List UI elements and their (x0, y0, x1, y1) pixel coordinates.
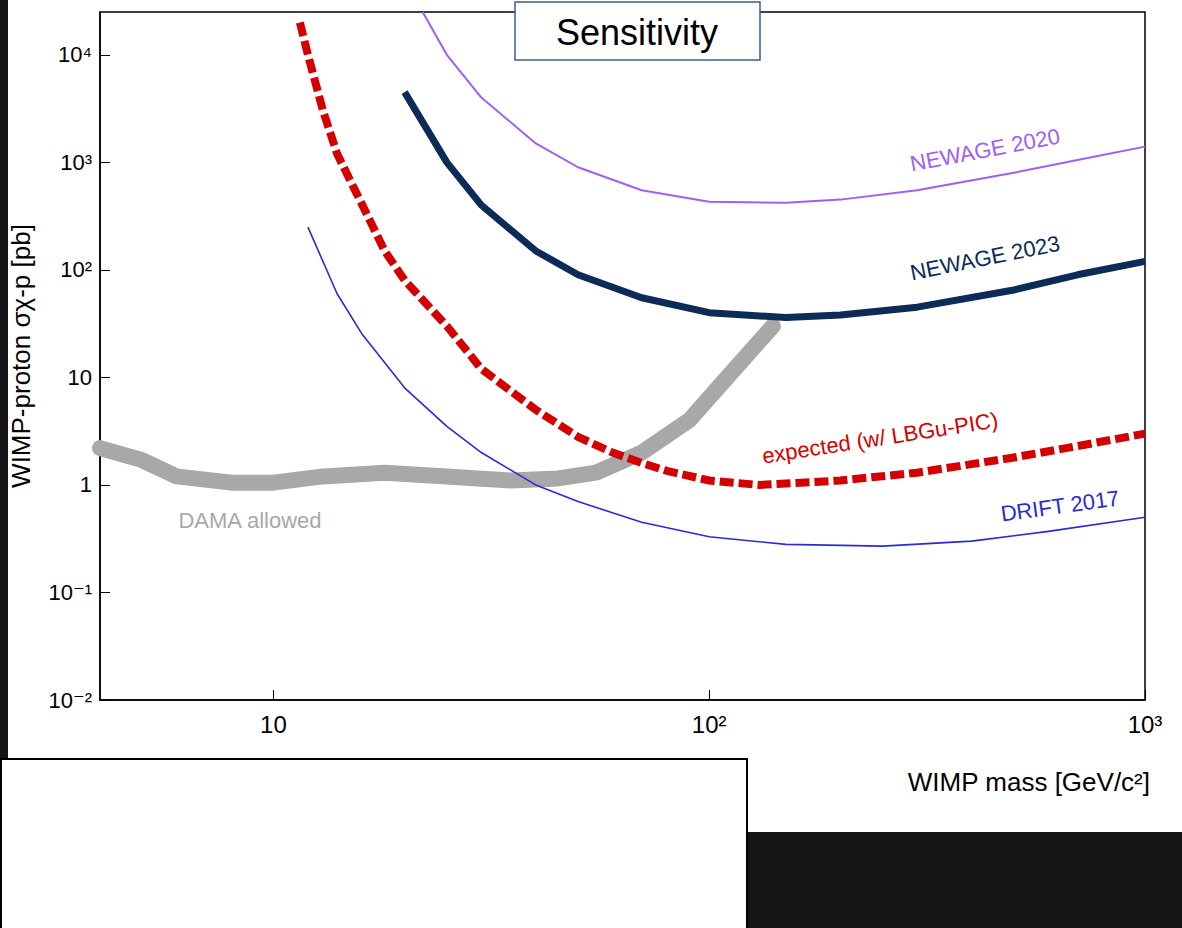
svg-text:expected (w/ LBGu-PIC): expected (w/ LBGu-PIC) (760, 407, 999, 468)
svg-text:WIMP-proton σχ-p [pb]: WIMP-proton σχ-p [pb] (6, 224, 36, 488)
svg-text:10⁻²: 10⁻² (49, 688, 92, 713)
svg-text:10⁻¹: 10⁻¹ (49, 580, 92, 605)
svg-text:10: 10 (68, 365, 92, 390)
svg-text:DRIFT 2017: DRIFT 2017 (999, 485, 1121, 526)
svg-text:1: 1 (80, 472, 92, 497)
svg-text:WIMP mass [GeV/c²]: WIMP mass [GeV/c²] (908, 767, 1150, 797)
svg-text:10⁴: 10⁴ (58, 42, 92, 67)
svg-text:10³: 10³ (60, 150, 92, 175)
svg-text:DAMA allowed: DAMA allowed (178, 508, 321, 533)
svg-text:10²: 10² (60, 257, 92, 282)
svg-text:10²: 10² (692, 711, 727, 738)
svg-text:10³: 10³ (1128, 711, 1163, 738)
svg-text:NEWAGE 2023: NEWAGE 2023 (908, 231, 1062, 286)
svg-text:NEWAGE 2020: NEWAGE 2020 (908, 124, 1062, 177)
svg-text:10: 10 (260, 711, 287, 738)
svg-text:Sensitivity: Sensitivity (556, 12, 718, 53)
